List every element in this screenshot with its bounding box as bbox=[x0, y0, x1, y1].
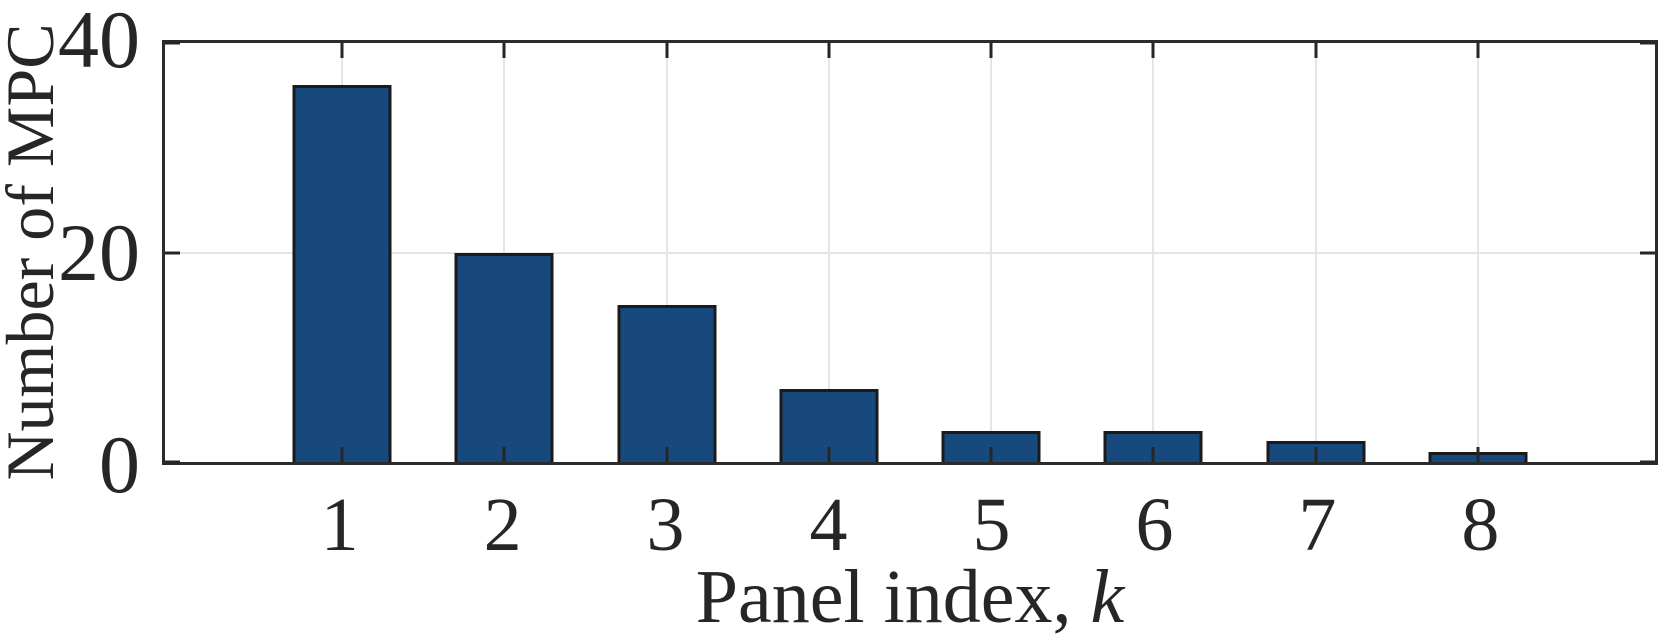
plot-area bbox=[162, 40, 1658, 465]
y-tick-label: 40 bbox=[58, 0, 140, 85]
x-tick-bottom bbox=[1476, 447, 1480, 462]
x-tick-label: 5 bbox=[972, 483, 1011, 567]
y-tick-right bbox=[1640, 41, 1655, 45]
x-tick-top bbox=[827, 43, 831, 58]
x-tick-label: 7 bbox=[1298, 483, 1337, 567]
x-axis-label: Panel index, k bbox=[162, 555, 1658, 640]
x-tick-top bbox=[665, 43, 669, 58]
x-tick-label: 1 bbox=[320, 483, 359, 567]
x-tick-top bbox=[1151, 43, 1155, 58]
y-tick-right bbox=[1640, 460, 1655, 464]
y-tick-label: 20 bbox=[58, 206, 140, 298]
x-tick-top bbox=[340, 43, 344, 58]
y-tick-labels: 0 20 40 bbox=[0, 0, 140, 506]
bar bbox=[292, 84, 392, 462]
x-axis-label-variable: k bbox=[1090, 555, 1125, 639]
x-tick-bottom bbox=[989, 447, 993, 462]
y-tick-left bbox=[165, 251, 180, 254]
x-tick-label: 2 bbox=[483, 483, 522, 567]
x-tick-top bbox=[1314, 43, 1318, 58]
x-tick-bottom bbox=[1314, 447, 1318, 462]
x-tick-label: 8 bbox=[1461, 483, 1500, 567]
y-tick-label: 0 bbox=[99, 419, 140, 510]
y-tick-left bbox=[165, 41, 180, 45]
x-tick-top bbox=[502, 43, 506, 58]
x-tick-bottom bbox=[827, 447, 831, 462]
bar bbox=[454, 252, 554, 462]
x-tick-top bbox=[989, 43, 993, 58]
x-tick-label: 4 bbox=[809, 483, 848, 567]
x-tick-bottom bbox=[665, 447, 669, 462]
y-tick-right bbox=[1640, 251, 1655, 254]
x-tick-bottom bbox=[340, 447, 344, 462]
x-tick-label: 3 bbox=[646, 483, 685, 567]
x-tick-label: 6 bbox=[1135, 483, 1174, 567]
y-tick-left bbox=[165, 460, 180, 464]
x-axis-label-text: Panel index, bbox=[695, 555, 1091, 639]
x-tick-bottom bbox=[502, 447, 506, 462]
y-gridline bbox=[165, 251, 1655, 254]
x-tick-bottom bbox=[1151, 447, 1155, 462]
bar bbox=[617, 304, 717, 462]
x-tick-top bbox=[1476, 43, 1480, 58]
